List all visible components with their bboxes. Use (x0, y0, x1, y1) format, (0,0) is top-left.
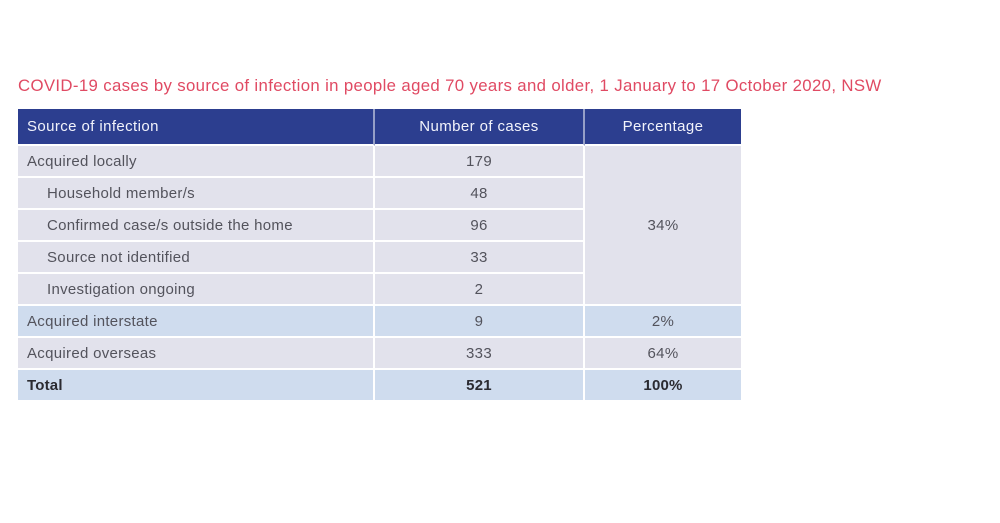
header-source-of-infection: Source of infection (18, 109, 375, 146)
cell-source-of-infection: Source not identified (18, 242, 375, 274)
table-row: Acquired interstate 9 2% (18, 306, 741, 338)
cell-percentage: 100% (585, 370, 741, 402)
cell-percentage: 34% (585, 146, 741, 306)
cell-source-of-infection: Acquired locally (18, 146, 375, 178)
cell-number-of-cases: 179 (375, 146, 585, 178)
cell-number-of-cases: 96 (375, 210, 585, 242)
cell-number-of-cases: 521 (375, 370, 585, 402)
cell-percentage: 2% (585, 306, 741, 338)
cell-source-of-infection: Acquired overseas (18, 338, 375, 370)
table-row: Total 521 100% (18, 370, 741, 402)
cell-percentage: 64% (585, 338, 741, 370)
cell-source-of-infection: Total (18, 370, 375, 402)
table-row: Investigation ongoing 2 (18, 274, 741, 306)
table-header-row: Source of infection Number of cases Perc… (18, 109, 741, 146)
table-row: Source not identified 33 (18, 242, 741, 274)
cell-number-of-cases: 333 (375, 338, 585, 370)
cell-number-of-cases: 2 (375, 274, 585, 306)
header-percentage: Percentage (585, 109, 741, 146)
header-number-of-cases: Number of cases (375, 109, 585, 146)
cell-source-of-infection: Acquired interstate (18, 306, 375, 338)
cell-source-of-infection: Household member/s (18, 178, 375, 210)
cell-number-of-cases: 48 (375, 178, 585, 210)
cell-number-of-cases: 9 (375, 306, 585, 338)
table-row: Confirmed case/s outside the home 96 (18, 210, 741, 242)
cell-source-of-infection: Investigation ongoing (18, 274, 375, 306)
table-row: Household member/s 48 (18, 178, 741, 210)
table-body: Acquired locally 179 34% Household member/s… (18, 146, 741, 402)
table-row: Acquired overseas 333 64% (18, 338, 741, 370)
table-row: Acquired locally 179 34% (18, 146, 741, 306)
cases-table: Source of infection Number of cases Perc… (18, 109, 741, 402)
cell-source-of-infection: Confirmed case/s outside the home (18, 210, 375, 242)
page-title: COVID-19 cases by source of infection in… (18, 76, 882, 95)
cell-number-of-cases: 33 (375, 242, 585, 274)
